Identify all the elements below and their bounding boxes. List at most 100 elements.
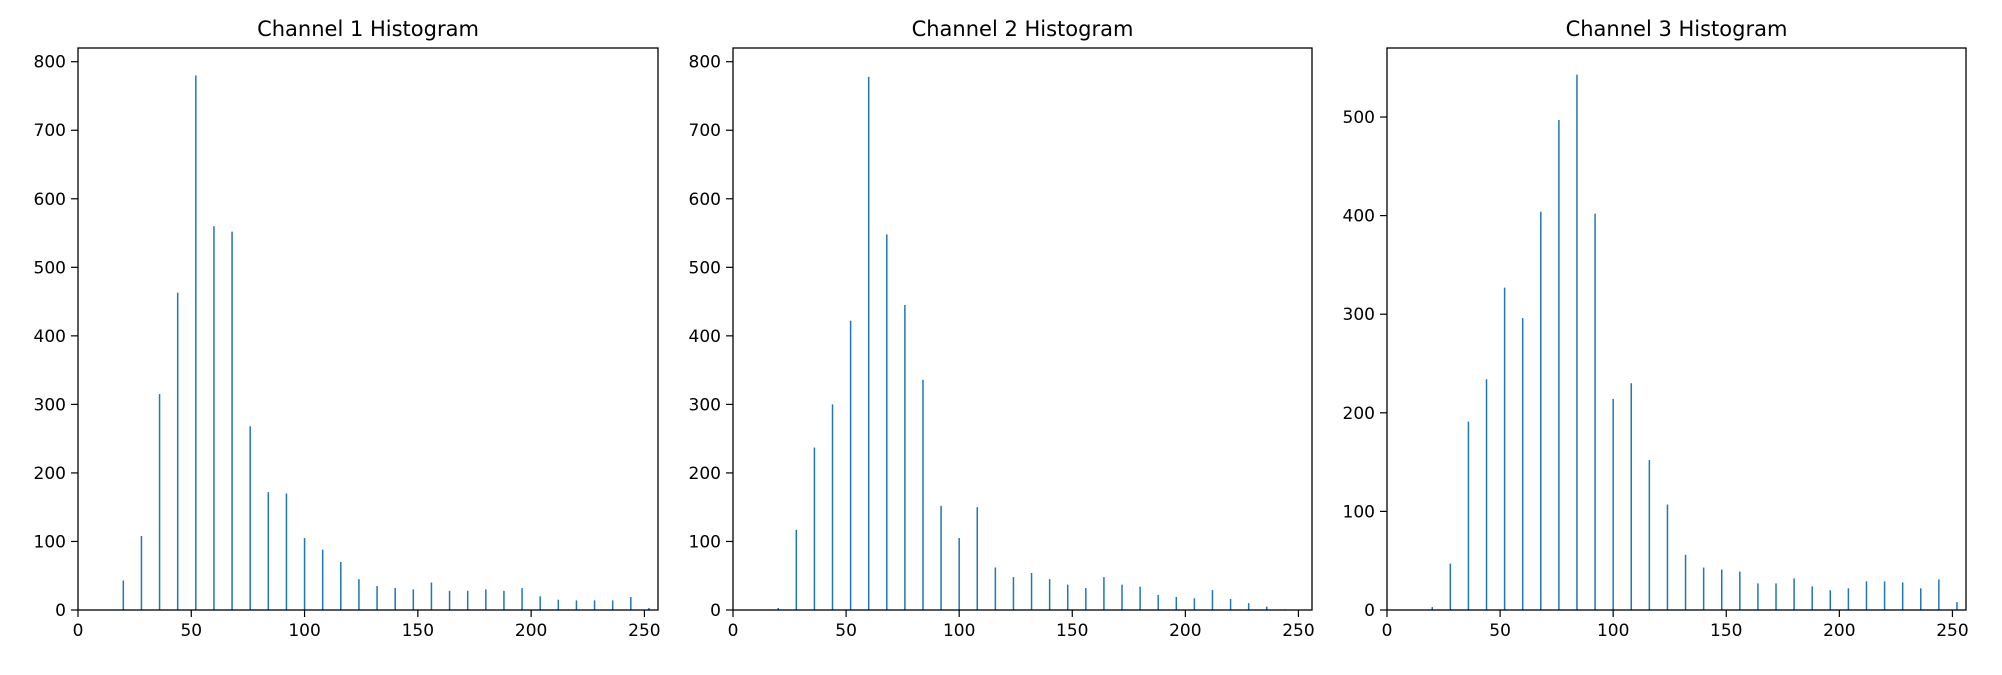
y-tick-label: 600 xyxy=(34,190,66,210)
histogram-bar xyxy=(176,292,179,610)
y-tick-label: 300 xyxy=(1343,305,1375,325)
histogram-bar xyxy=(231,231,233,610)
histogram-bar xyxy=(1066,584,1069,610)
histogram-bar xyxy=(303,538,306,610)
histogram-bar xyxy=(1211,590,1214,610)
histogram-bar xyxy=(795,529,798,610)
histogram-bar xyxy=(1938,579,1940,610)
histogram-bar xyxy=(867,76,870,611)
histogram-bar xyxy=(1883,581,1886,610)
histogram-bar xyxy=(376,586,378,610)
y-tick-label: 300 xyxy=(34,395,66,415)
histogram-bar xyxy=(340,562,342,610)
y-tick-label: 500 xyxy=(34,258,66,278)
histogram-bar xyxy=(1558,119,1560,610)
y-tick-label: 400 xyxy=(34,327,66,347)
histogram-bar xyxy=(267,492,270,610)
y-tick-label: 400 xyxy=(689,327,721,347)
histogram-bar xyxy=(1847,588,1850,610)
y-tick-label: 500 xyxy=(1343,108,1375,128)
x-tick-label: 150 xyxy=(1056,621,1088,641)
histogram-bar xyxy=(922,379,924,610)
histogram-bar xyxy=(1229,599,1232,610)
y-tick-label: 700 xyxy=(34,121,66,141)
histogram-bar xyxy=(1594,213,1596,610)
histogram-bar xyxy=(1666,504,1669,610)
chart-title: Channel 2 Histogram xyxy=(912,17,1134,41)
x-tick-label: 0 xyxy=(728,621,739,641)
histogram-bar xyxy=(958,538,960,610)
histogram-bar xyxy=(466,590,469,610)
histogram-bar xyxy=(648,607,650,610)
histogram-bar xyxy=(940,505,942,610)
histogram-bar xyxy=(1012,577,1015,610)
histogram-bar xyxy=(1540,211,1542,611)
y-tick-label: 800 xyxy=(34,53,66,73)
histogram-bar xyxy=(503,590,505,610)
x-tick-label: 50 xyxy=(1489,621,1511,641)
histogram-bar xyxy=(1901,582,1904,610)
histogram-bar xyxy=(1775,583,1777,610)
y-tick-label: 800 xyxy=(689,53,721,73)
histogram-bar xyxy=(1811,586,1813,610)
x-tick-label: 50 xyxy=(835,621,857,641)
histogram-bar xyxy=(611,600,614,610)
histogram-bar xyxy=(412,589,415,610)
histogram-bar xyxy=(886,234,888,611)
histogram-bar xyxy=(1956,602,1958,610)
histogram-bar xyxy=(976,507,979,610)
histogram-bar xyxy=(1920,588,1922,610)
histogram-bar xyxy=(521,588,523,610)
histogram-bar xyxy=(557,599,560,610)
y-tick-label: 0 xyxy=(55,601,66,621)
histogram-bar xyxy=(1139,586,1141,610)
histogram-bar xyxy=(358,579,360,610)
histogram-bar xyxy=(994,567,997,610)
histogram-bar xyxy=(777,607,779,610)
histogram-bar xyxy=(140,535,143,610)
x-tick-label: 0 xyxy=(1382,621,1393,641)
chart-panel-2: 0 50 100 150 200 250 0 100 200 300 400 500 600 700 800… xyxy=(689,17,1315,641)
chart-panel-1: 0 50 100 150 200 250 0 100 200 300 400 500 600 700 800… xyxy=(34,17,661,641)
chart-title: Channel 1 Histogram xyxy=(257,17,479,41)
histogram-bar xyxy=(285,493,288,610)
x-tick-label: 0 xyxy=(73,621,84,641)
histogram-bar xyxy=(1048,579,1051,610)
histogram-bar xyxy=(430,582,433,610)
histogram-bar xyxy=(1247,603,1250,610)
histogram-bar xyxy=(1865,581,1868,610)
histogram-bar xyxy=(1103,577,1105,610)
x-tick-label: 150 xyxy=(1710,621,1742,641)
chart-title: Channel 3 Histogram xyxy=(1566,17,1788,41)
histogram-bar xyxy=(1449,563,1452,610)
histogram-bar xyxy=(849,320,852,610)
histogram-bar xyxy=(485,589,487,610)
histogram-bar xyxy=(1467,421,1470,610)
x-tick-label: 250 xyxy=(628,621,660,641)
y-tick-label: 300 xyxy=(689,395,721,415)
x-tick-label: 150 xyxy=(402,621,434,641)
histogram-bar xyxy=(831,404,834,610)
y-tick-label: 0 xyxy=(1364,601,1375,621)
histogram-bar xyxy=(813,447,816,610)
y-tick-label: 200 xyxy=(1343,404,1375,424)
histogram-bar xyxy=(1030,572,1033,610)
x-tick-label: 50 xyxy=(180,621,202,641)
histogram-bar xyxy=(249,426,251,610)
histogram-bar xyxy=(1739,571,1741,610)
histogram-bar xyxy=(122,580,125,610)
y-tick-label: 500 xyxy=(689,258,721,278)
y-tick-label: 700 xyxy=(689,121,721,141)
histogram-bar xyxy=(1829,590,1832,610)
histogram-bar xyxy=(1175,596,1178,610)
y-tick-label: 200 xyxy=(689,464,721,484)
histogram-bar xyxy=(1485,379,1488,610)
histogram-bar xyxy=(195,75,197,610)
x-tick-label: 200 xyxy=(1169,621,1201,641)
y-tick-label: 0 xyxy=(710,601,721,621)
chart-panel-3: 0 50 100 150 200 250 0 100 200 300 400 500 Channel 3… xyxy=(1343,17,1969,641)
histogram-bar xyxy=(904,305,906,610)
axes-frame xyxy=(77,47,659,611)
